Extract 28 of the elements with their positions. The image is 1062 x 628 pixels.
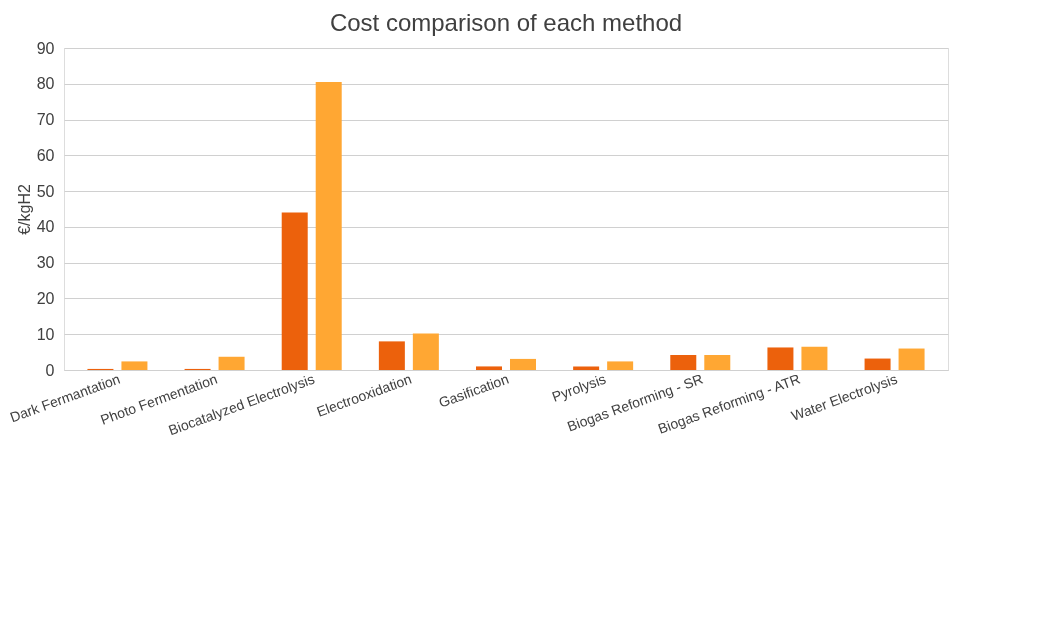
bar	[801, 346, 828, 370]
bar	[218, 356, 245, 370]
bar	[378, 341, 405, 370]
y-tick-label: 0	[45, 361, 55, 379]
bar	[510, 358, 536, 370]
y-tick-label: 50	[36, 182, 55, 200]
bar	[476, 366, 502, 370]
bar	[121, 361, 148, 370]
y-tick-label: 10	[36, 325, 55, 343]
y-tick-label: 30	[36, 254, 55, 272]
y-tick-label: 20	[36, 289, 55, 307]
bar	[864, 358, 891, 370]
y-tick-label: 40	[36, 218, 55, 236]
y-tick-label: 90	[36, 39, 55, 57]
bar	[898, 348, 925, 370]
bar	[767, 347, 794, 370]
y-tick-label: 80	[36, 75, 55, 93]
bar	[704, 354, 731, 370]
bar	[281, 212, 308, 370]
bar	[315, 81, 342, 370]
bar	[607, 361, 634, 370]
y-tick-label: 70	[36, 111, 55, 129]
bar	[412, 333, 439, 370]
bar	[573, 366, 600, 370]
y-tick-label: 60	[36, 146, 55, 164]
chart-title: Cost comparison of each method	[329, 9, 683, 36]
bar	[670, 354, 697, 370]
y-axis-title: €/kgH2	[15, 184, 33, 235]
